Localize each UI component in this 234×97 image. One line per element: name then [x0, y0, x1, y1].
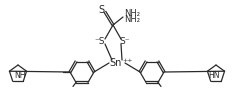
Text: ++: ++: [122, 58, 132, 64]
Text: NH₂: NH₂: [124, 9, 140, 17]
Text: HN: HN: [208, 71, 220, 80]
Text: S⁻: S⁻: [120, 38, 130, 46]
Text: S: S: [98, 5, 104, 15]
Text: Sn: Sn: [110, 58, 122, 68]
Text: NH: NH: [14, 71, 26, 80]
Text: NH₂: NH₂: [124, 14, 140, 23]
Text: ⁻S: ⁻S: [95, 38, 105, 46]
